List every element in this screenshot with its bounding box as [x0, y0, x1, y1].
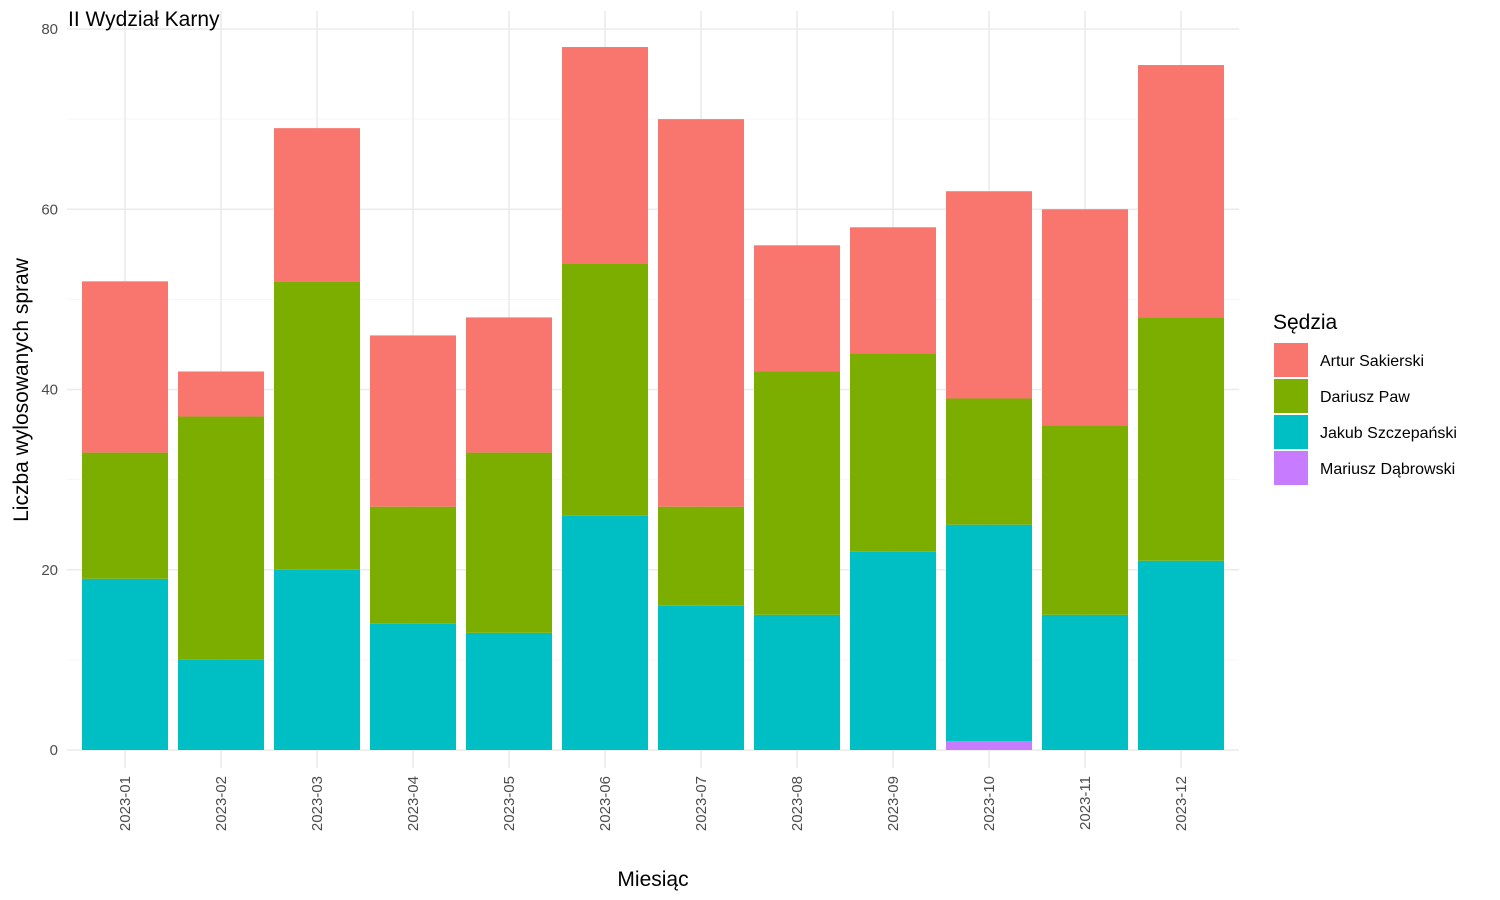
- bar-segment: [658, 605, 744, 750]
- bar-segment: [1042, 425, 1128, 615]
- bar-segment: [562, 263, 648, 516]
- bar-segment: [466, 317, 552, 453]
- y-axis-ticks: 0 20 40 60 80: [41, 21, 58, 759]
- x-tick-label: 2023-10: [981, 776, 998, 831]
- bar-segment: [274, 281, 360, 570]
- bar-segment: [754, 614, 840, 750]
- bar-segment: [946, 740, 1032, 750]
- legend-items: Artur Sakierski Dariusz Paw Jakub Szczepań…: [1274, 343, 1457, 485]
- bar-segment: [178, 371, 264, 417]
- x-tick-label: 2023-01: [117, 776, 134, 831]
- bar-segment: [370, 623, 456, 750]
- x-tick-label: 2023-07: [693, 776, 710, 831]
- y-tick-label: 20: [41, 562, 58, 579]
- bar-segment: [946, 398, 1032, 525]
- x-tick-label: 2023-04: [405, 776, 422, 831]
- y-tick-label: 0: [50, 742, 58, 759]
- bar-segment: [754, 245, 840, 372]
- legend-swatch: [1274, 379, 1308, 413]
- bar-segment: [82, 578, 168, 750]
- bar-segment: [946, 524, 1032, 741]
- y-tick-label: 40: [41, 382, 58, 399]
- legend: Sędzia Artur Sakierski Dariusz Paw Jakub S…: [1273, 311, 1457, 485]
- bar-segment: [82, 452, 168, 579]
- bar-segment: [754, 371, 840, 615]
- bar-segment: [178, 659, 264, 750]
- legend-label: Jakub Szczepański: [1320, 425, 1457, 442]
- legend-label: Dariusz Paw: [1320, 389, 1410, 406]
- x-tick-label: 2023-12: [1173, 776, 1190, 831]
- bar-segment: [178, 416, 264, 660]
- bars: [82, 47, 1224, 750]
- x-tick-label: 2023-05: [501, 776, 518, 831]
- x-axis-ticks: 2023-01 2023-02 2023-03 2023-04 2023-05 2023-…: [117, 776, 1190, 831]
- x-axis-title: Miesiąc: [617, 868, 688, 891]
- bar-segment: [946, 191, 1032, 399]
- bar-segment: [370, 335, 456, 507]
- y-tick-label: 60: [41, 201, 58, 218]
- bar-segment: [82, 281, 168, 453]
- bar-segment: [274, 569, 360, 750]
- x-tick-label: 2023-09: [885, 776, 902, 831]
- x-tick-label: 2023-03: [309, 776, 326, 831]
- bar-segment: [1042, 209, 1128, 426]
- x-tick-label: 2023-11: [1077, 776, 1094, 830]
- bar-segment: [562, 47, 648, 264]
- bar-segment: [850, 353, 936, 552]
- bar-segment: [466, 452, 552, 633]
- legend-swatch: [1274, 415, 1308, 449]
- y-axis-title: Liczba wylosowanych spraw: [10, 257, 33, 522]
- x-tick-label: 2023-02: [213, 776, 230, 831]
- y-tick-label: 80: [41, 21, 58, 38]
- bar-segment: [562, 515, 648, 750]
- legend-title: Sędzia: [1273, 311, 1338, 334]
- bar-segment: [370, 506, 456, 624]
- bar-segment: [850, 227, 936, 354]
- bar-segment: [1138, 65, 1224, 318]
- legend-label: Mariusz Dąbrowski: [1320, 461, 1455, 478]
- x-tick-label: 2023-08: [789, 776, 806, 831]
- bar-segment: [274, 128, 360, 282]
- bar-segment: [1138, 317, 1224, 561]
- bar-segment: [658, 506, 744, 606]
- bar-segment: [466, 632, 552, 750]
- bar-segment: [1138, 560, 1224, 750]
- x-tick-label: 2023-06: [597, 776, 614, 831]
- legend-swatch: [1274, 451, 1308, 485]
- bar-segment: [850, 551, 936, 750]
- legend-label: Artur Sakierski: [1320, 353, 1424, 370]
- bar-segment: [658, 119, 744, 507]
- legend-swatch: [1274, 343, 1308, 377]
- chart-title: II Wydział Karny: [68, 8, 220, 31]
- bar-segment: [1042, 614, 1128, 750]
